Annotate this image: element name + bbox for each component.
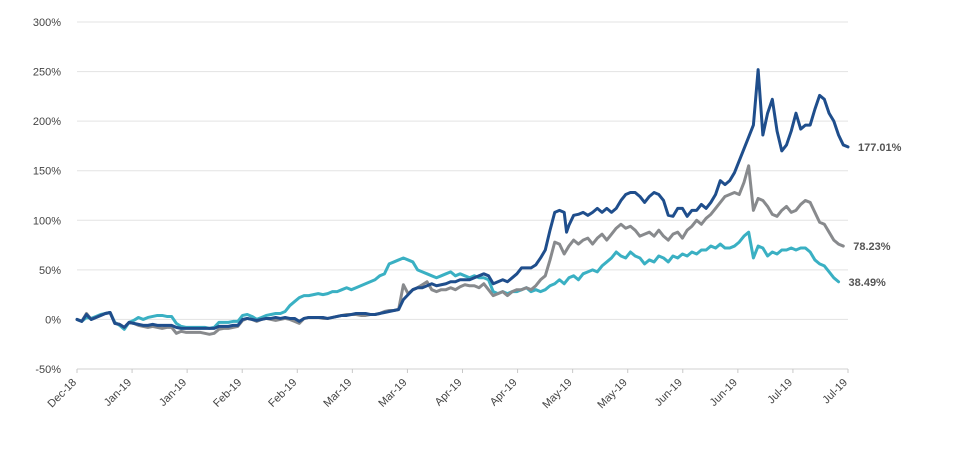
x-tick-label: Feb-19 — [211, 377, 244, 410]
series-line — [75, 68, 850, 330]
y-tick-label: 150% — [33, 166, 61, 178]
x-tick-label: Dec-18 — [46, 377, 80, 411]
series-layer — [75, 68, 850, 336]
series-end-label: 177.01% — [858, 142, 902, 154]
x-tick-label: Jul-19 — [765, 377, 795, 407]
x-tick-label: Jun-19 — [708, 377, 740, 409]
x-tick-label: Jun-19 — [653, 377, 685, 409]
x-tick-label: Jan-19 — [157, 377, 189, 409]
y-tick-label: 50% — [39, 265, 61, 277]
y-tick-label: -50% — [35, 364, 61, 376]
x-tick-label: May-19 — [540, 377, 574, 411]
x-tick-label: Mar-19 — [376, 377, 409, 410]
end-labels: 177.01% 78.23% 38.49% — [849, 142, 902, 289]
y-tick-label: 0% — [45, 314, 61, 326]
series-end-label: 78.23% — [853, 241, 891, 253]
x-tick-label: Apr-19 — [488, 377, 520, 409]
x-tick-label: Jan-19 — [102, 377, 134, 409]
y-tick-label: 100% — [33, 215, 61, 227]
y-tick-label: 300% — [33, 17, 61, 29]
x-tick-label: Mar-19 — [321, 377, 354, 410]
series-line — [75, 164, 845, 336]
y-tick-label: 200% — [33, 116, 61, 128]
x-tick-label: Jul-19 — [820, 377, 850, 407]
x-tick-label: May-19 — [595, 377, 629, 411]
series-end-label: 38.49% — [849, 277, 887, 289]
axes: -50% 0% 50% 100% 150% 200% 250% 300% Dec-18 Jan-1… — [33, 17, 850, 411]
x-tick-label: Apr-19 — [433, 377, 465, 409]
y-tick-label: 250% — [33, 67, 61, 79]
gridlines — [77, 21, 848, 370]
x-tick-label: Feb-19 — [266, 377, 299, 410]
